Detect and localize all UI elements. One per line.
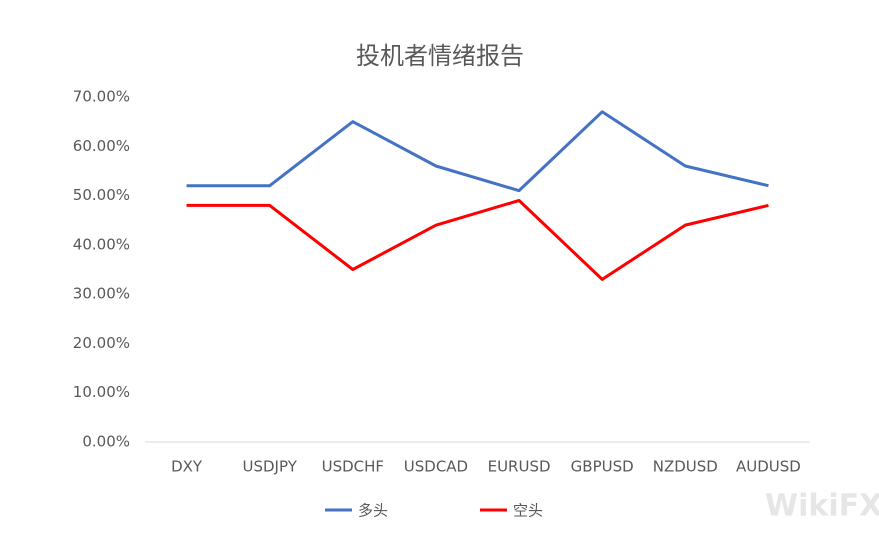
y-tick-label: 50.00%	[73, 186, 130, 204]
series-line	[186, 199, 769, 281]
y-tick-label: 30.00%	[73, 285, 130, 303]
x-tick-label: EURUSD	[488, 458, 551, 476]
x-tick-label: GBPUSD	[571, 458, 634, 476]
x-tick-label: USDCHF	[322, 458, 384, 476]
y-tick-label: 0.00%	[82, 433, 130, 451]
x-tick-label: USDJPY	[243, 458, 298, 476]
chart-title: 投机者情绪报告	[356, 42, 524, 70]
x-tick-label: DXY	[171, 458, 203, 476]
y-tick-label: 20.00%	[73, 334, 130, 352]
series-line	[186, 110, 769, 193]
legend-label: 多头	[358, 502, 388, 520]
y-tick-label: 40.00%	[73, 235, 130, 253]
watermark: WikiFX	[765, 489, 879, 524]
legend-label: 空头	[513, 502, 543, 520]
x-tick-label: AUDUSD	[736, 458, 801, 476]
y-tick-label: 60.00%	[73, 137, 130, 155]
y-tick-label: 70.00%	[73, 88, 130, 106]
x-tick-label: USDCAD	[404, 458, 468, 476]
y-tick-label: 10.00%	[73, 383, 130, 401]
x-tick-label: NZDUSD	[653, 458, 718, 476]
